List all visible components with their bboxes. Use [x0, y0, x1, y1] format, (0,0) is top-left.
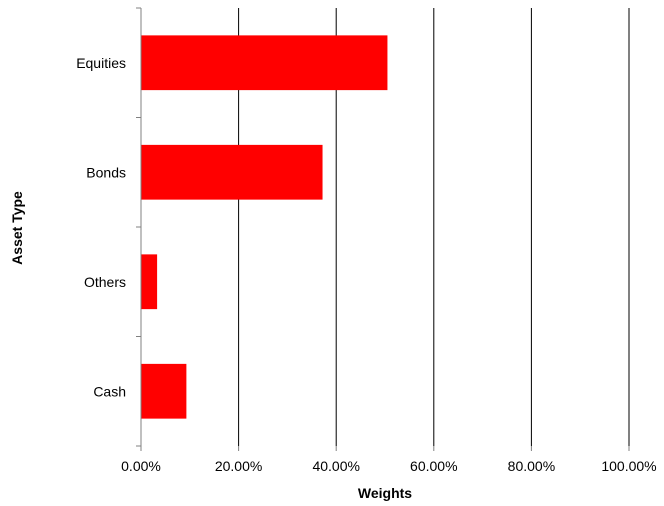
- x-tick-label: 20.00%: [215, 458, 262, 474]
- axes: [136, 7, 630, 451]
- bars: [141, 35, 388, 419]
- x-tick-label: 100.00%: [601, 458, 656, 474]
- bar-equities: [141, 35, 388, 91]
- x-tick-label: 80.00%: [508, 458, 555, 474]
- tick-labels: 0.00% 20.00% 40.00% 60.00% 80.00% 100.00% Equi…: [76, 55, 656, 474]
- bar-others: [141, 254, 158, 310]
- x-tick-label: 40.00%: [312, 458, 359, 474]
- x-axis-title: Weights: [358, 485, 412, 501]
- x-tick-label: 0.00%: [121, 458, 161, 474]
- y-tick-label-cash: Cash: [93, 383, 126, 399]
- y-tick-label-equities: Equities: [76, 55, 126, 71]
- x-tick-label: 60.00%: [410, 458, 457, 474]
- bar-bonds: [141, 144, 323, 200]
- y-tick-label-others: Others: [84, 274, 126, 290]
- bar-cash: [141, 363, 187, 419]
- y-tick-label-bonds: Bonds: [86, 164, 126, 180]
- y-axis-title: Asset Type: [9, 191, 25, 265]
